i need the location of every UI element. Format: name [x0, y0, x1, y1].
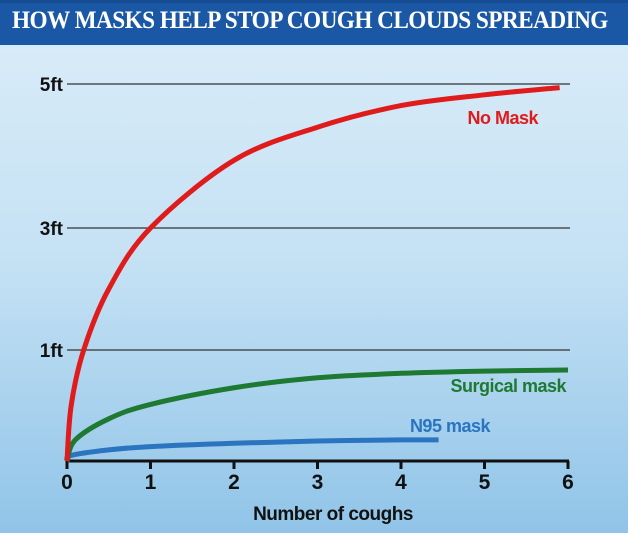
y-tick-label: 3ft: [40, 219, 64, 240]
x-tick-label: 0: [61, 471, 73, 494]
x-tick-label: 1: [145, 471, 157, 494]
x-axis-label: Number of coughs: [253, 504, 413, 525]
y-tick-label: 1ft: [40, 341, 64, 362]
series-line-surgical-mask: [64, 367, 569, 462]
chart-title: HOW MASKS HELP STOP COUGH CLOUDS SPREADI…: [12, 7, 608, 34]
x-tick-label: 2: [228, 471, 240, 494]
x-tick-label: 5: [479, 471, 491, 494]
series-label: N95 mask: [410, 416, 492, 436]
series-label: No Mask: [467, 108, 539, 128]
x-tick-label: 4: [395, 471, 407, 494]
title-bar: HOW MASKS HELP STOP COUGH CLOUDS SPREADI…: [0, 0, 628, 45]
series-line-no-mask: [64, 85, 560, 462]
series-label: Surgical mask: [450, 376, 567, 396]
y-tick-label: 5ft: [40, 75, 64, 96]
series-line-n95-mask: [64, 437, 439, 463]
x-tick-label: 6: [562, 471, 574, 494]
x-tick-label: 3: [312, 471, 324, 494]
